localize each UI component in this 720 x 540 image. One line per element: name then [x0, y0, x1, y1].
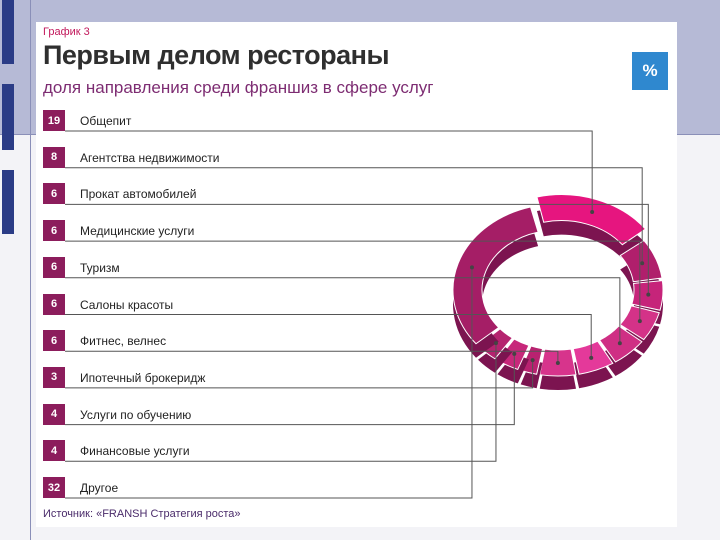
legend-label: Фитнес, велнес [80, 334, 167, 349]
leader-line [65, 267, 473, 499]
legend-row: 4 Финансовые услуги [43, 440, 243, 462]
legend-row: 6 Салоны красоты [43, 293, 243, 316]
unit-badge: % [632, 52, 668, 90]
leader-dot [646, 292, 651, 297]
donut-slice-top [452, 206, 539, 345]
slide-bar-bottom [2, 170, 14, 234]
leader-dot [590, 209, 595, 214]
slide-bar-top [2, 0, 14, 64]
data-label: 4 [43, 403, 65, 425]
data-label: 4 [43, 440, 65, 462]
legend-row: 6 Фитнес, велнес [43, 330, 243, 352]
leader-dot [555, 360, 560, 365]
chart-subtitle: доля направления среди франшиз в сфере у… [43, 78, 434, 97]
legend-row: 19 Общепит [43, 110, 243, 132]
legend-label: Ипотечный брокеридж [80, 370, 206, 385]
chart-kicker: График 3 [43, 26, 90, 38]
leader-line [65, 360, 534, 389]
donut-chart [65, 130, 664, 499]
legend-row: 6 Прокат автомобилей [43, 183, 243, 205]
data-label: 8 [43, 146, 65, 168]
legend-label: Прокат автомобилей [80, 187, 197, 202]
data-label: 6 [43, 330, 65, 352]
leader-dot [617, 341, 622, 346]
leader-line [65, 240, 641, 322]
legend-label: Общепит [80, 114, 132, 128]
legend-row: 6 Туризм [43, 256, 243, 279]
data-label: 6 [43, 293, 65, 315]
legend-label: Салоны красоты [80, 297, 174, 312]
legend-row: 32 Другое [43, 477, 243, 499]
slide-vertical-line [30, 0, 31, 540]
legend-row: 3 Ипотечный брокеридж [43, 366, 243, 389]
donut-slice-side [536, 208, 646, 259]
data-label: 32 [43, 477, 65, 498]
leader-line [65, 353, 515, 426]
legend-row: 4 Услуги по обучению [43, 403, 243, 426]
leader-line [65, 350, 559, 363]
leader-line [65, 167, 643, 264]
legend-label: Туризм [80, 260, 120, 275]
slide-bar-middle [2, 84, 14, 150]
data-label: 19 [43, 110, 65, 131]
data-label: 6 [43, 256, 65, 278]
leader-dot [637, 319, 642, 324]
leader-dot [530, 358, 535, 363]
leader-dot [589, 355, 594, 360]
leader-line [65, 277, 621, 344]
legend-label: Финансовые услуги [80, 444, 190, 459]
leader-dot [640, 261, 645, 266]
data-label: 6 [43, 220, 65, 242]
leader-dot [512, 351, 517, 356]
leader-dot [469, 265, 474, 270]
data-label: 6 [43, 183, 65, 205]
leader-line [65, 203, 649, 295]
chart-title: Первым делом рестораны [43, 40, 390, 70]
source-note: Источник: «FRANSH Стратегия роста» [43, 508, 241, 520]
legend-label: Агентства недвижимости [80, 150, 220, 165]
leader-line [65, 343, 497, 462]
chart-card: График 3 Первым делом рестораны доля нап… [36, 22, 677, 527]
donut-slice [536, 194, 647, 259]
legend-label: Другое [80, 481, 119, 495]
legend-label: Медицинские услуги [80, 224, 195, 239]
legend-row: 8 Агентства недвижимости [43, 146, 243, 169]
legend-row: 6 Медицинские услуги [43, 220, 243, 242]
leader-line [65, 314, 592, 358]
donut-slice-top [536, 194, 647, 246]
legend-label: Услуги по обучению [80, 407, 192, 422]
leader-dot [493, 341, 498, 346]
donut-slice-top [619, 239, 663, 283]
data-label: 3 [43, 366, 65, 388]
leader-line [65, 130, 593, 212]
